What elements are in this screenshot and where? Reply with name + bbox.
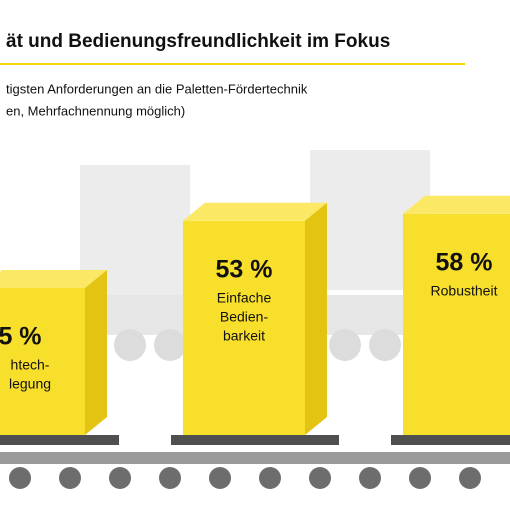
box-top bbox=[183, 202, 327, 221]
box-top bbox=[403, 195, 510, 214]
pallet bbox=[0, 435, 119, 445]
box-front bbox=[403, 213, 510, 435]
category-label: Bedien- bbox=[220, 309, 269, 325]
pallet bbox=[171, 435, 339, 445]
subtitle: tigsten Anforderungen an die Paletten-Fö… bbox=[6, 81, 308, 96]
category-label: Einfache bbox=[217, 290, 272, 306]
box-side bbox=[85, 270, 107, 435]
conveyor bbox=[0, 452, 510, 489]
value-label: 5 % bbox=[0, 323, 42, 351]
title: ät und Bedienungsfreundlichkeit im Fokus bbox=[6, 31, 390, 52]
category-label: htech- bbox=[11, 357, 50, 373]
title-rule bbox=[0, 63, 465, 65]
value-label: 53 % bbox=[216, 255, 273, 283]
box-side bbox=[305, 202, 327, 435]
value-label: 58 % bbox=[436, 248, 493, 276]
pallet bbox=[391, 435, 510, 445]
box-front bbox=[183, 220, 305, 435]
category-label: barkeit bbox=[223, 328, 265, 344]
subtitle: en, Mehrfachnennung möglich) bbox=[6, 103, 185, 118]
box-front bbox=[0, 288, 85, 435]
category-label: legung bbox=[9, 376, 51, 392]
category-label: Robustheit bbox=[431, 283, 498, 299]
box-top bbox=[0, 270, 107, 288]
